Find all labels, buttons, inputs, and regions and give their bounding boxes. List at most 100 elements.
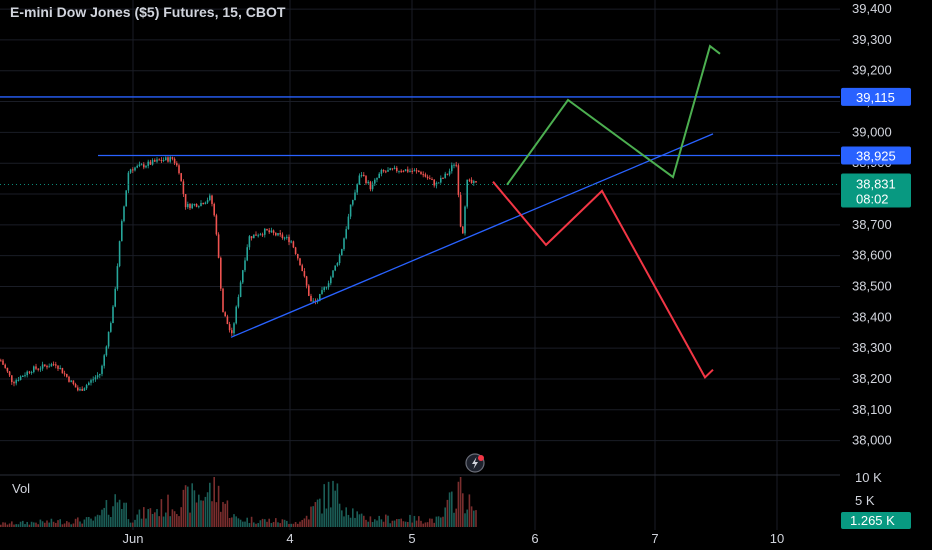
lightning-icon[interactable] [465,453,485,473]
volume-bar [259,520,262,527]
volume-bar [266,521,268,527]
candle-body [94,377,97,380]
volume-value-badge[interactable]: 1.265 K [841,512,911,529]
trendline[interactable] [230,133,714,338]
bullish-projection-path[interactable] [506,44,721,186]
price-level-badge[interactable]: 38,925 [841,146,911,165]
candle-body [338,255,341,264]
price-candles [0,155,477,392]
candle-body [121,221,123,242]
volume-bar [193,490,196,527]
volume-bar [68,522,70,527]
candle-body [323,287,325,291]
candle-body [211,195,213,204]
candle-body [46,365,48,368]
volume-bar [475,510,477,527]
volume-bar [59,519,61,527]
candle-body [50,364,53,367]
candle-body [411,170,413,172]
price-level-badge-bg [841,87,911,106]
volume-bar [147,509,149,527]
candle-body [264,228,266,235]
volume-bar [415,520,418,527]
volume-bar [354,517,356,527]
candle-body [187,203,189,208]
volume-bar [358,514,361,527]
volume-bar [418,516,420,527]
candle-body [297,254,299,259]
volume-bar [312,506,314,527]
candle-body [308,285,310,296]
volume-bar [378,515,380,527]
last-price-badge-bg [841,173,911,208]
candle-body [140,164,143,166]
candle-body [358,175,361,185]
volume-bar [382,521,385,527]
candle-body [466,179,468,207]
candle-body [475,181,477,183]
volume-bar [72,523,75,527]
volume-bar [327,481,330,527]
candle-body [68,376,70,382]
price-axis[interactable]: 38,000 38,100 38,200 38,300 38,400 38,500 38,6… [841,1,911,529]
volume-bar [176,514,178,527]
candle-body [376,177,378,180]
volume-bar [143,507,145,527]
candle-body [213,203,215,216]
candle-body [305,276,308,286]
volume-bar [325,508,328,527]
candle-body [332,270,334,278]
candle-body [396,167,398,172]
volume-bar [61,524,64,527]
volume-bar [457,481,460,527]
volume-bar [41,521,44,527]
volume-bar [206,492,209,527]
volume-bar [407,521,409,527]
candle-body [28,371,31,373]
candle-body [8,371,11,376]
volume-bar [37,524,39,527]
volume-bar [224,503,226,527]
candle-body [319,293,321,302]
time-axis[interactable]: Jun 4 5 6 7 10 [123,531,785,546]
volume-bar [158,516,160,527]
drawing-tools[interactable] [0,44,840,380]
grid-lines [0,0,840,530]
volume-bar [308,519,310,527]
volume-bar [112,506,114,527]
candle-body [209,195,211,201]
candle-body [107,331,110,347]
volume-bar [116,502,119,527]
candle-body [268,230,270,233]
volume-bar [424,522,427,527]
bearish-projection-path[interactable] [492,181,714,380]
candle-body [0,360,2,362]
volume-bar [92,520,94,527]
price-tick-label: 39,200 [852,63,892,78]
candle-body [114,288,116,307]
candle-body [202,202,204,205]
volume-bar [101,509,103,527]
volume-bar [127,519,130,527]
chart-title: E-mini Dow Jones ($5) Futures, 15, CBOT [10,4,286,20]
volume-bar [215,502,218,527]
candle-body [391,168,394,170]
volume-bar [290,523,292,527]
candle-body [83,388,86,391]
candle-body [316,301,319,303]
volume-bar [129,522,132,527]
time-tick-label: 6 [531,531,538,546]
volume-bar [239,519,242,527]
candle-body [132,169,134,171]
price-level-badge[interactable]: 39,115 [841,87,911,106]
candle-body [360,174,363,176]
volume-bar [323,484,325,527]
candle-body [123,206,125,222]
candle-body [160,159,163,161]
volume-bar [228,518,231,527]
candle-body [259,234,262,236]
volume-bar [125,502,127,527]
candle-body [35,366,37,369]
